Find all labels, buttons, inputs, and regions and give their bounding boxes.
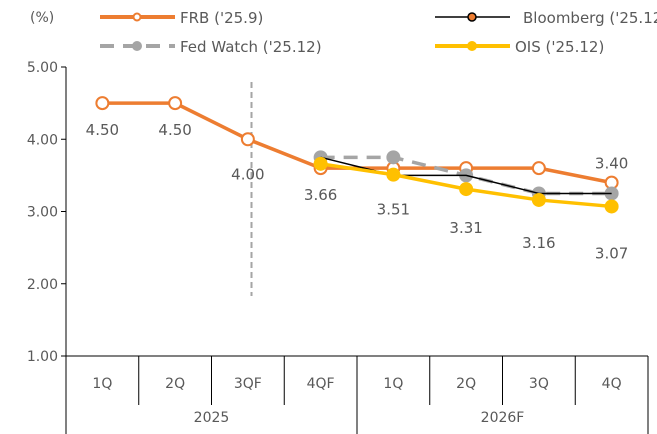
data-label: 3.51 [377,201,410,219]
legend-label: OIS ('25.12) [515,38,604,56]
legend-marker [467,12,477,22]
legend-label: Bloomberg ('25.12) [523,9,657,27]
data-label: 3.40 [595,155,628,173]
category-label: 4Q [602,376,622,392]
legend-label: Fed Watch ('25.12) [180,38,322,56]
data-label: 3.07 [595,244,628,262]
category-label: 4QF [307,376,335,392]
data-point [604,199,619,214]
group-label: 2026F [481,410,525,426]
y-tick-label: 5.00 [27,60,58,76]
data-label: 4.50 [158,121,191,139]
unit-label: (%) [30,10,54,26]
data-label: 3.31 [449,219,482,237]
group-label: 2025 [194,410,230,426]
data-point [168,96,183,111]
data-label: 4.00 [231,165,264,183]
y-tick-label: 3.00 [27,205,58,221]
data-point [386,150,401,165]
data-point [386,167,401,182]
data-point [95,96,110,111]
y-tick-label: 1.00 [27,349,58,365]
data-point [240,132,255,147]
y-tick-label: 2.00 [27,277,58,293]
data-point [531,161,546,176]
data-label: 3.16 [522,234,555,252]
legend-marker [132,41,142,51]
data-label: 4.50 [86,121,119,139]
legend-marker [467,41,477,51]
category-label: 1Q [92,376,112,392]
data-point [531,192,546,207]
data-point [459,182,474,197]
legend-marker [132,12,142,22]
data-label: 3.66 [304,186,337,204]
category-label: 1Q [383,376,403,392]
category-label: 2Q [456,376,476,392]
category-label: 2Q [165,376,185,392]
legend-label: FRB ('25.9) [180,9,263,27]
y-tick-label: 4.00 [27,132,58,148]
data-point [313,156,328,171]
category-label: 3QF [234,376,262,392]
category-label: 3Q [529,376,549,392]
